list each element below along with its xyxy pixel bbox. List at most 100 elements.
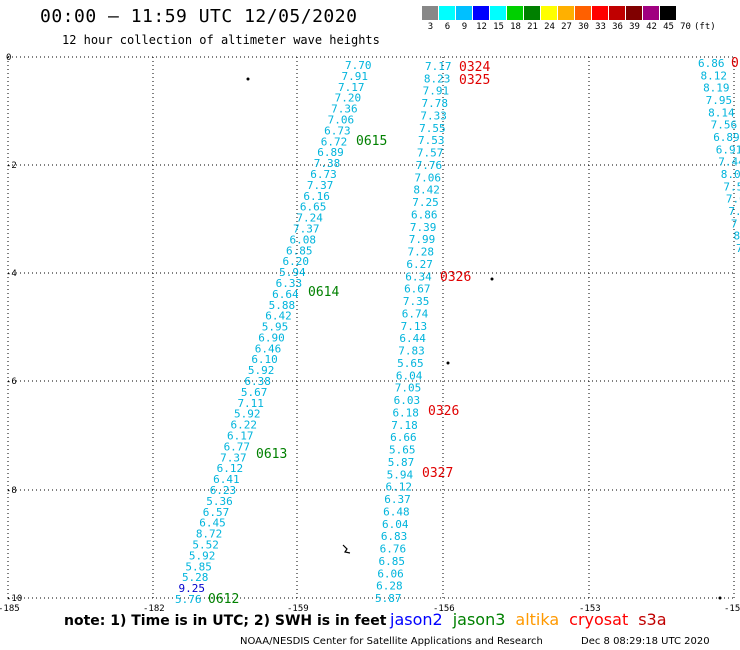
wave-height-value: 6.23 bbox=[210, 484, 237, 497]
wave-height-value: 7.05 bbox=[395, 382, 422, 395]
wave-height-value: 7.37 bbox=[220, 451, 247, 464]
longitude-label: -159 bbox=[287, 604, 309, 614]
wave-height-value: 5.36 bbox=[206, 495, 233, 508]
wave-height-value: 7.91 bbox=[342, 70, 369, 83]
satellite-legend-item: s3a bbox=[638, 610, 667, 629]
wave-height-value: 6.46 bbox=[255, 342, 281, 355]
island-dot bbox=[490, 277, 494, 281]
wave-height-value: 7.53 bbox=[418, 134, 445, 147]
wave-height-value: 6.48 bbox=[383, 505, 410, 518]
latitude-label: -2 bbox=[6, 161, 17, 171]
legend-swatch bbox=[490, 6, 507, 20]
wave-height-value: 6.44 bbox=[399, 332, 426, 345]
satellite-legend-item: jason3 bbox=[452, 610, 506, 629]
wave-height-value: 7.95 bbox=[706, 94, 733, 107]
wave-height-value: 6.37 bbox=[384, 493, 411, 506]
wave-height-value: 6.57 bbox=[203, 506, 230, 519]
wave-height-value: 5.87 bbox=[388, 456, 415, 469]
wave-height-value: 7.39 bbox=[410, 221, 437, 234]
legend-swatch bbox=[524, 6, 541, 20]
wave-height-value: 7.06 bbox=[328, 113, 355, 126]
legend-swatch bbox=[439, 6, 456, 20]
wave-height-value: 6.27 bbox=[406, 258, 433, 271]
legend-swatch bbox=[660, 6, 677, 20]
latitude-label: -10 bbox=[6, 594, 22, 604]
wave-height-value: 7.57 bbox=[417, 147, 444, 160]
wave-height-value: 7.44 bbox=[718, 156, 740, 169]
wave-height-value: 5.76 bbox=[175, 593, 202, 606]
legend-label: 9 bbox=[461, 22, 468, 32]
wave-height-value: 6.17 bbox=[227, 430, 254, 443]
wave-height-value: 7.20 bbox=[335, 92, 362, 105]
wave-height-value: 6.86 bbox=[698, 57, 725, 70]
wave-height-value: 6.66 bbox=[390, 431, 417, 444]
wave-height-value: 7.36 bbox=[331, 103, 358, 116]
legend-swatch bbox=[473, 6, 490, 20]
wave-height-value: 6.89 bbox=[317, 146, 344, 159]
legend-swatch bbox=[626, 6, 643, 20]
cryosat-pass-time: 0327 bbox=[422, 466, 453, 481]
legend-label: 3 bbox=[427, 22, 434, 32]
track-right-values: 6.868.128.197.958.147.566.896.917.448.06… bbox=[698, 57, 740, 255]
wave-height-value: 7.18 bbox=[391, 419, 418, 432]
wave-height-value: 6.12 bbox=[217, 462, 244, 475]
wave-height-value: 8.72 bbox=[196, 528, 223, 541]
legend-label: 45 bbox=[663, 22, 674, 32]
wave-height-value: 8.12 bbox=[701, 69, 728, 82]
wave-height-value: 7.13 bbox=[401, 320, 428, 333]
legend-label: 6 bbox=[444, 22, 451, 32]
legend-label: 24 bbox=[544, 22, 555, 32]
longitude-label: -153 bbox=[579, 604, 601, 614]
generation-timestamp: Dec 8 08:29:18 UTC 2020 bbox=[581, 636, 710, 647]
cryosat-pass-time: 0326 bbox=[440, 270, 471, 285]
wave-height-value: 5.67 bbox=[241, 386, 268, 399]
wave-height-value: 7.99 bbox=[409, 233, 436, 246]
legend-swatch bbox=[609, 6, 626, 20]
jason3-pass-time: 0614 bbox=[308, 285, 339, 300]
wave-height-value: 6.04 bbox=[396, 369, 423, 382]
wave-height-value: 6.38 bbox=[244, 375, 271, 388]
wave-height-value: 7.91 bbox=[423, 85, 450, 98]
wave-height-value: 5.92 bbox=[248, 364, 275, 377]
latitude-label: -6 bbox=[6, 377, 17, 387]
wave-height-value: 7.06 bbox=[415, 171, 442, 184]
legend-label: 27 bbox=[561, 22, 572, 32]
track-middle-values: 7.178.237.917.787.337.557.537.577.767.06… bbox=[375, 60, 452, 605]
island-dot bbox=[246, 77, 250, 81]
legend-label: 36 bbox=[612, 22, 623, 32]
legend-swatch bbox=[507, 6, 524, 20]
wave-height-value: 9.25 bbox=[178, 582, 205, 595]
map-grid bbox=[7, 56, 735, 599]
legend-label: 33 bbox=[595, 22, 606, 32]
wave-height-value: 6.28 bbox=[376, 580, 403, 593]
wave-height-value: 8.06 bbox=[721, 168, 740, 181]
legend-label: 15 bbox=[493, 22, 504, 32]
wave-height-value: 8.14 bbox=[708, 106, 735, 119]
wave-height-value: 7. bbox=[731, 217, 740, 230]
wave-height-value: 6.91 bbox=[716, 143, 740, 156]
jason3-pass-time: 0612 bbox=[208, 592, 239, 607]
wave-height-value: 6.65 bbox=[300, 201, 327, 214]
wave-height-value: 6.04 bbox=[382, 518, 409, 531]
wave-height-value: 7.55 bbox=[419, 122, 446, 135]
wave-height-value: 7.38 bbox=[314, 157, 341, 170]
longitude-label: -156 bbox=[433, 604, 455, 614]
wave-height-value: 7.70 bbox=[345, 59, 372, 72]
wave-height-value: 6.18 bbox=[392, 406, 419, 419]
wave-height-value: 6.20 bbox=[283, 255, 310, 268]
wave-height-value: 6.34 bbox=[405, 270, 432, 283]
wave-height-value: 7.24 bbox=[296, 212, 323, 225]
island-shape bbox=[342, 544, 351, 554]
wave-height-value: 6.72 bbox=[321, 135, 348, 148]
wave-height-legend-bar bbox=[422, 6, 677, 20]
wave-height-value: 5.95 bbox=[262, 321, 289, 334]
wave-height-value: 7.37 bbox=[307, 179, 334, 192]
jason3-pass-time: 0615 bbox=[356, 134, 387, 149]
map-title: 00:00 – 11:59 UTC 12/05/2020 bbox=[40, 6, 358, 27]
legend-swatch bbox=[575, 6, 592, 20]
wave-height-value: 7.37 bbox=[293, 222, 320, 235]
wave-height-value: 7 bbox=[736, 242, 740, 255]
satellite-legend-item: jason2 bbox=[390, 610, 443, 629]
wave-height-value: 5.92 bbox=[234, 408, 261, 421]
